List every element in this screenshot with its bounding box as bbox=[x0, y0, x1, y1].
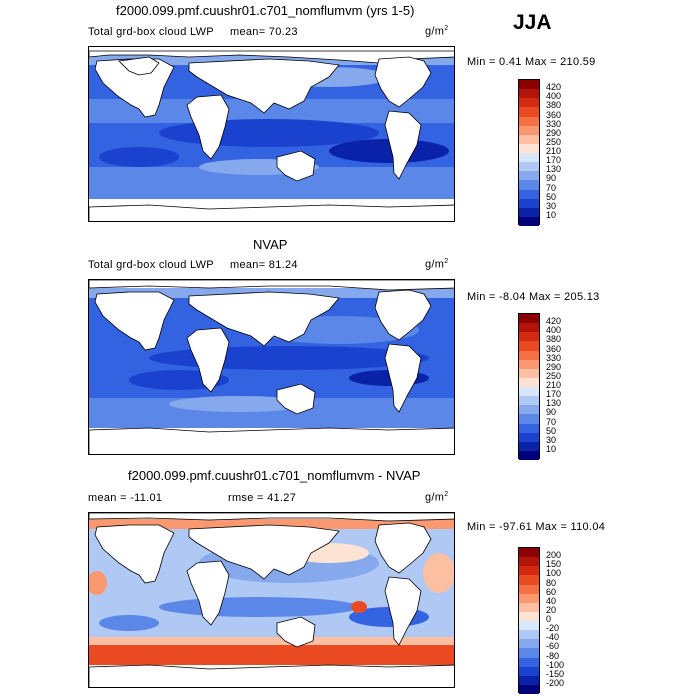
colorbar-label: 210 bbox=[546, 146, 562, 156]
panel-1-map bbox=[88, 46, 455, 222]
colorbar-label: -200 bbox=[546, 677, 565, 688]
panel-2-land bbox=[89, 280, 454, 454]
colorbar-label: 250 bbox=[546, 136, 562, 147]
colorbar-label: 70 bbox=[546, 416, 557, 427]
colorbar-label: -80 bbox=[546, 650, 560, 661]
colorbar-label: 130 bbox=[546, 164, 562, 175]
colorbar-label: 30 bbox=[546, 200, 557, 211]
colorbar-label: 0 bbox=[546, 614, 552, 624]
colorbar-label: 10 bbox=[546, 443, 557, 454]
panel-2-colorbar bbox=[518, 313, 540, 460]
panel-1-minmax: Min = 0.41 Max = 210.59 bbox=[467, 56, 596, 68]
colorbar-label: 40 bbox=[546, 595, 557, 606]
colorbar-label: -20 bbox=[546, 623, 560, 634]
colorbar-label: 50 bbox=[546, 425, 557, 436]
colorbar-label: 80 bbox=[546, 577, 557, 588]
panel-2-mean: mean= 81.24 bbox=[230, 259, 298, 271]
colorbar-label: 360 bbox=[546, 109, 562, 120]
panel-3-mean: mean = -11.01 bbox=[88, 492, 163, 504]
panel-2-title: NVAP bbox=[253, 237, 288, 252]
panel-3-map bbox=[88, 512, 455, 688]
colorbar-label: 90 bbox=[546, 407, 557, 418]
colorbar-label: -150 bbox=[546, 668, 565, 679]
panel-3-minmax: Min = -97.61 Max = 110.04 bbox=[467, 521, 606, 533]
panel-1-title: f2000.099.pmf.cuushr01.c701_nomflumvm (y… bbox=[116, 3, 415, 18]
panel-3-title: f2000.099.pmf.cuushr01.c701_nomflumvm - … bbox=[128, 468, 421, 483]
panel-1-mean: mean= 70.23 bbox=[230, 26, 298, 38]
panel-1-units: g/m2 bbox=[425, 25, 449, 38]
panel-1-colorbar bbox=[518, 79, 540, 226]
colorbar-label: 290 bbox=[546, 127, 562, 138]
colorbar-label: 130 bbox=[546, 398, 562, 409]
season-label: JJA bbox=[513, 11, 552, 34]
colorbar-label: 30 bbox=[546, 434, 557, 445]
colorbar-label: -40 bbox=[546, 632, 560, 643]
colorbar-label: 90 bbox=[546, 173, 557, 184]
colorbar-label: 360 bbox=[546, 343, 562, 354]
colorbar-label: 330 bbox=[546, 352, 562, 363]
colorbar-label: 380 bbox=[546, 100, 562, 111]
colorbar-label: 70 bbox=[546, 182, 557, 193]
colorbar-label: -100 bbox=[546, 659, 565, 670]
colorbar-label: 60 bbox=[546, 586, 557, 597]
panel-2-minmax: Min = -8.04 Max = 205.13 bbox=[467, 291, 600, 303]
panel-2-units: g/m2 bbox=[425, 258, 449, 271]
panel-3-rmse: rmse = 41.27 bbox=[228, 492, 297, 504]
panel-3-colorbar bbox=[518, 547, 540, 694]
colorbar-label: 250 bbox=[546, 370, 562, 381]
panel-2-field: Total grd-box cloud LWP bbox=[88, 259, 214, 271]
colorbar-label: 400 bbox=[546, 325, 562, 336]
colorbar-label: 380 bbox=[546, 334, 562, 345]
colorbar-label: -60 bbox=[546, 641, 560, 652]
colorbar-label: 170 bbox=[546, 389, 562, 400]
colorbar-label: 50 bbox=[546, 191, 557, 202]
colorbar-label: 330 bbox=[546, 118, 562, 129]
colorbar-label: 20 bbox=[546, 604, 557, 615]
colorbar-label: 290 bbox=[546, 361, 562, 372]
panel-3-land bbox=[89, 513, 454, 687]
colorbar-label: 100 bbox=[546, 568, 562, 579]
panel-2-map bbox=[88, 279, 455, 455]
panel-3-units: g/m2 bbox=[425, 491, 449, 504]
colorbar-label: 200 bbox=[546, 550, 562, 561]
colorbar-label: 170 bbox=[546, 155, 562, 166]
colorbar-label: 420 bbox=[546, 82, 562, 93]
colorbar-label: 420 bbox=[546, 316, 562, 327]
panel-1-land bbox=[89, 50, 454, 221]
colorbar-label: 10 bbox=[546, 209, 557, 220]
colorbar-label: 150 bbox=[546, 559, 562, 570]
panel-1-field: Total grd-box cloud LWP bbox=[88, 26, 214, 38]
colorbar-label: 400 bbox=[546, 91, 562, 102]
colorbar-label: 210 bbox=[546, 380, 562, 390]
